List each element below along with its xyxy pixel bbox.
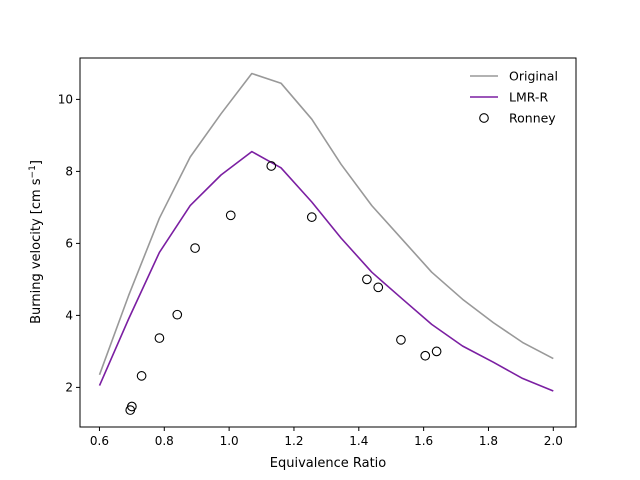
data-point-ronney [172, 309, 183, 320]
data-point-ronney [431, 346, 442, 357]
legend: Original LMR-R Ronney [470, 69, 558, 126]
y-tick-label: 8 [65, 164, 73, 178]
axes-layer: 0.6 0.8 1.0 1.2 1.4 1.6 1.8 2.0 2 4 6 8 10 [58, 92, 563, 448]
legend-label-original: Original [509, 69, 558, 84]
plot-frame [79, 57, 577, 428]
y-axis-label-exponent: −1 [28, 165, 38, 178]
x-tick-label: 1.0 [220, 434, 239, 448]
y-tick-label: 2 [65, 380, 73, 394]
series-layer [98, 72, 554, 415]
y-tick-label: 6 [65, 236, 73, 250]
data-point-ronney [127, 401, 137, 412]
y-axis-label-close: ] [29, 160, 44, 165]
x-tick-label: 0.8 [155, 434, 174, 448]
legend-swatch-ronney [479, 113, 489, 123]
data-point-ronney [396, 335, 406, 345]
data-point-ronney [420, 350, 431, 361]
x-axis-label: Equivalence Ratio [270, 456, 387, 471]
x-tick-label: 1.2 [284, 434, 303, 448]
legend-label-lmr-r: LMR-R [509, 90, 548, 105]
data-point-ronney [136, 371, 147, 381]
data-point-ronney [225, 210, 236, 221]
data-point-ronney [362, 274, 372, 285]
x-tick-label: 1.6 [414, 434, 433, 448]
x-tick-label: 2.0 [544, 434, 563, 448]
y-tick-label: 10 [58, 92, 73, 106]
y-axis-label: Burning velocity [cm s−1] [28, 160, 44, 324]
series-line-original [98, 72, 554, 376]
data-point-ronney [266, 161, 277, 171]
data-point-ronney [373, 282, 384, 293]
series-line-lmr-r [98, 150, 554, 392]
data-point-ronney [306, 212, 317, 222]
data-point-ronney [190, 243, 200, 253]
legend-label-ronney: Ronney [509, 111, 556, 126]
plot-area [80, 58, 576, 427]
x-tick-label: 0.6 [90, 434, 109, 448]
y-axis-label-main: Burning velocity [cm s [29, 178, 44, 324]
y-tick-label: 4 [65, 308, 73, 322]
x-tick-label: 1.8 [479, 434, 498, 448]
x-tick-label: 1.4 [349, 434, 368, 448]
data-point-ronney [154, 333, 165, 343]
